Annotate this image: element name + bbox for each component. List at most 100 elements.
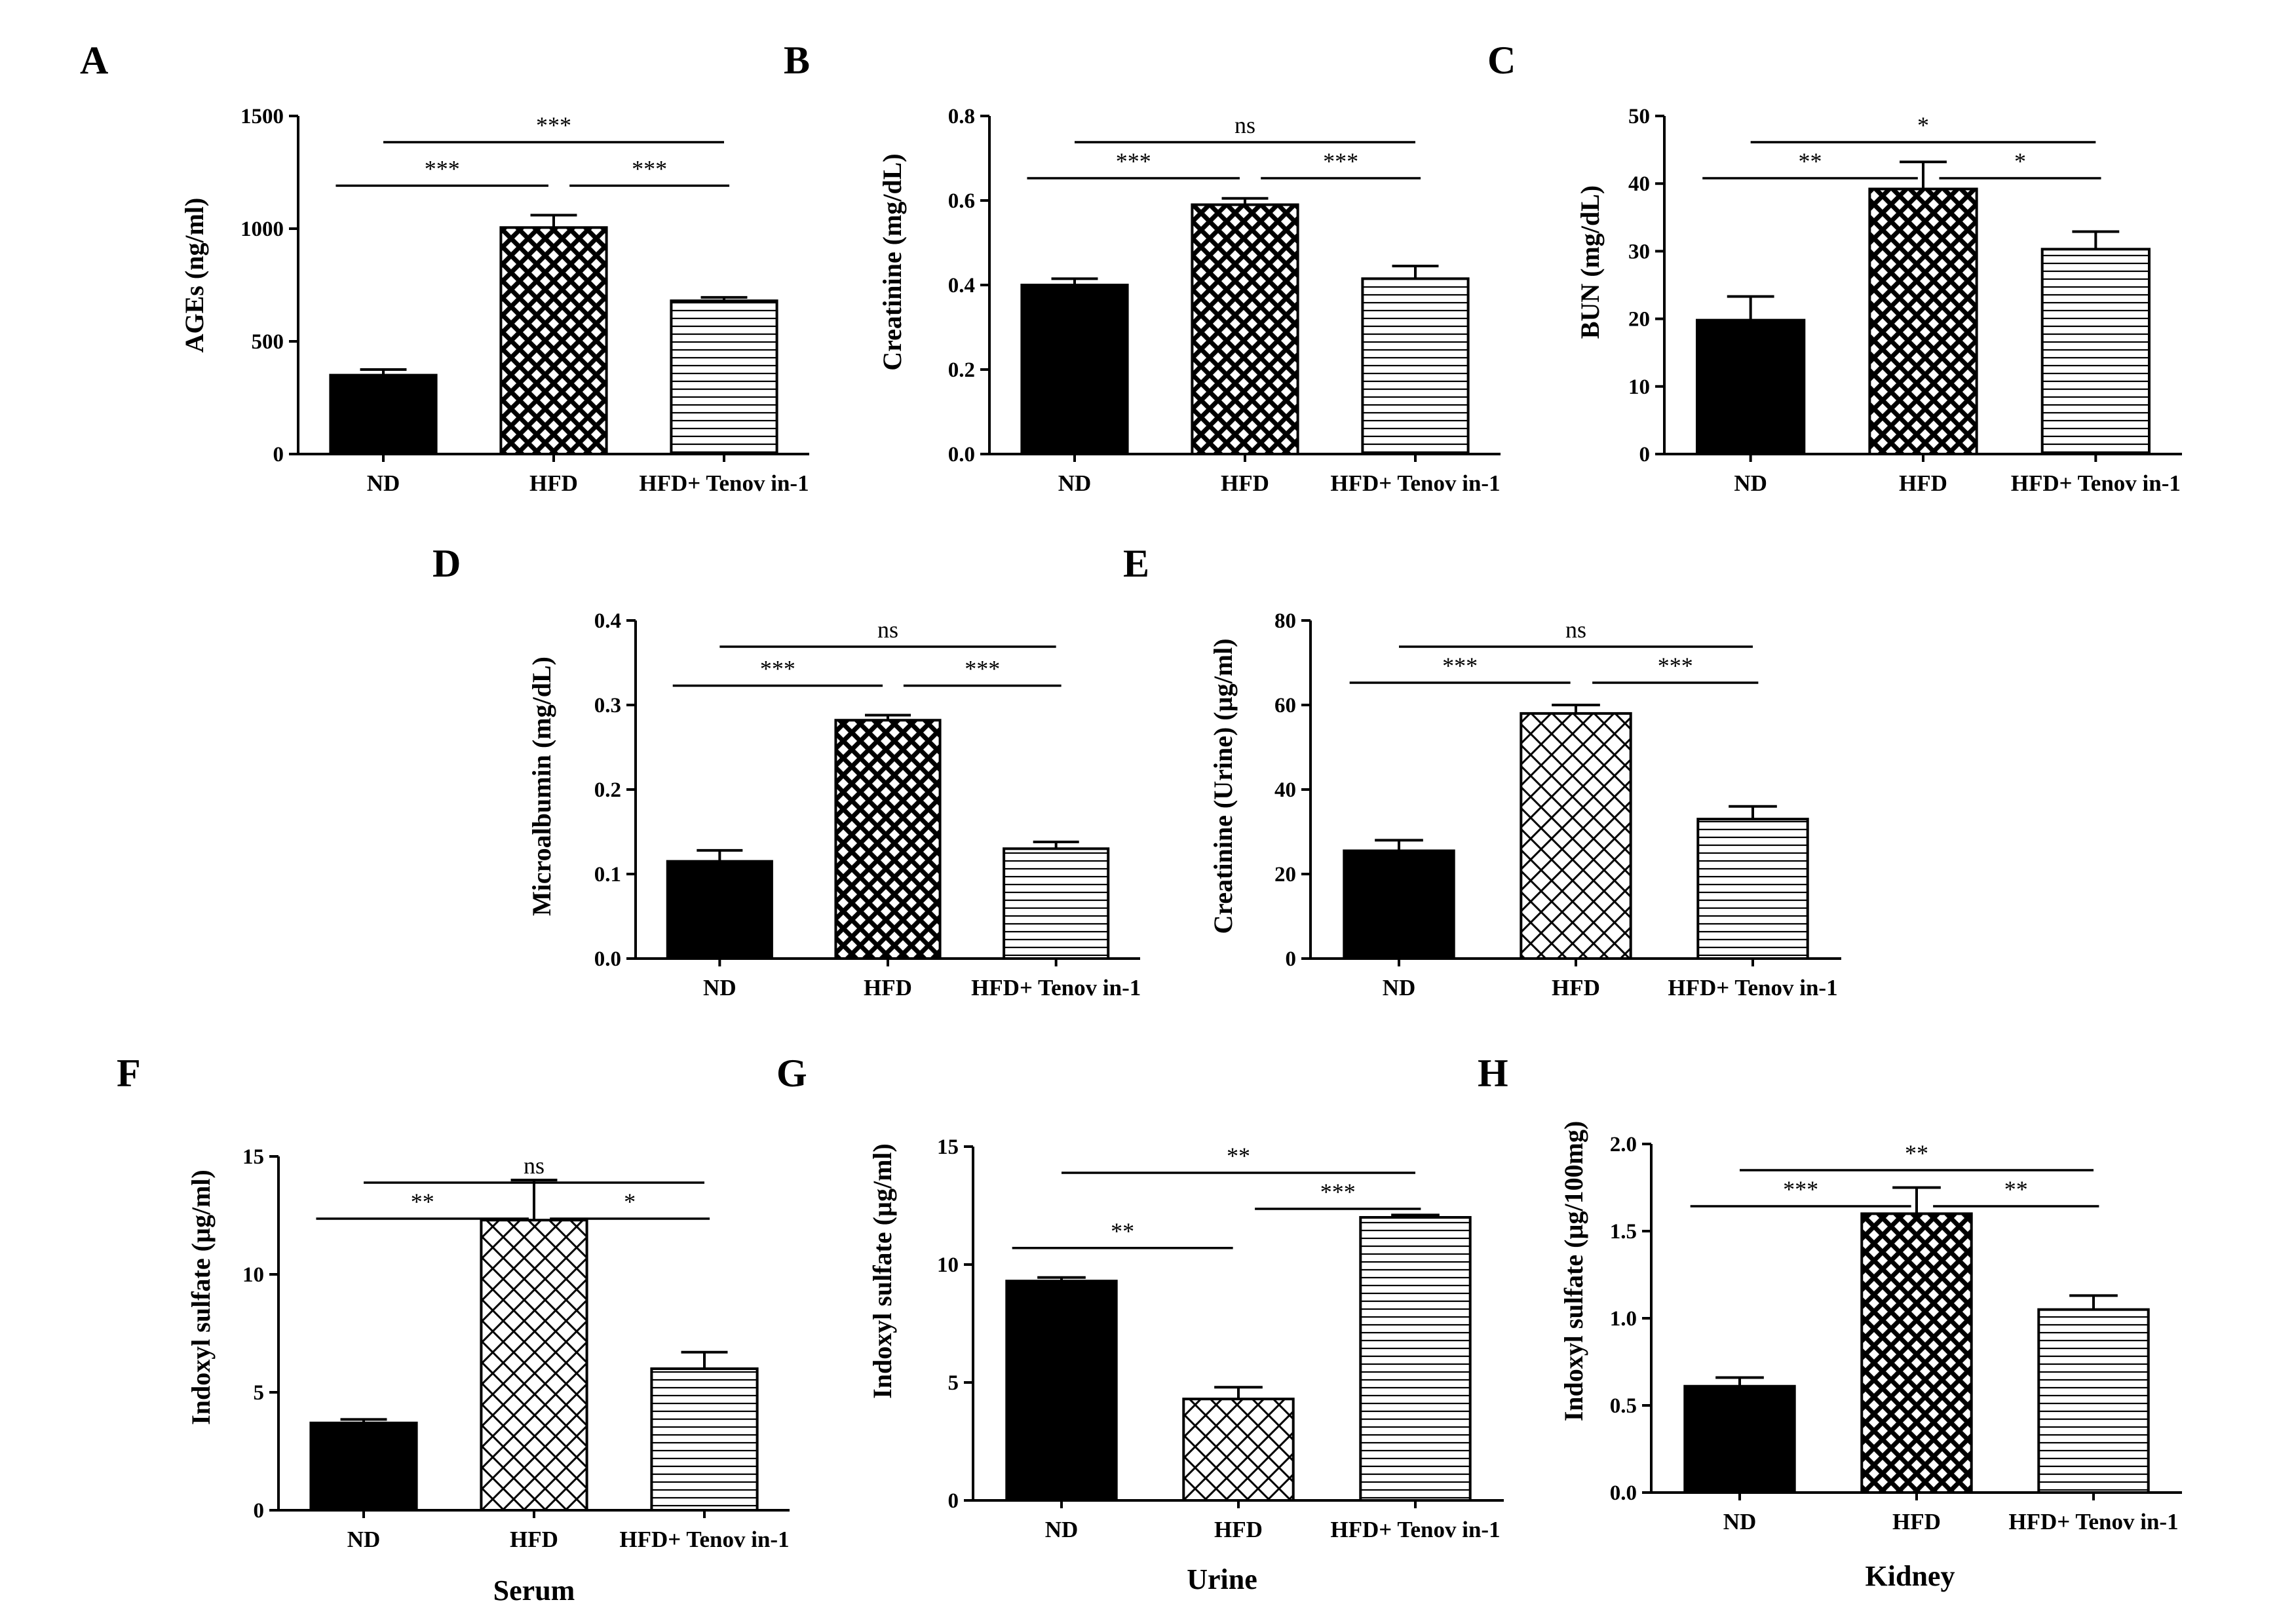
- y-axis-title: BUN (mg/dL): [1575, 185, 1605, 339]
- x-axis-title: Serum: [493, 1574, 575, 1607]
- y-tick-label: 60: [1274, 694, 1296, 717]
- y-tick-label: 0.4: [594, 609, 621, 633]
- significance-label: **: [411, 1189, 434, 1215]
- chart-plot-a: 0 500 1000 1500 ND HFD HFD+ Tenov in-1 *** *** **…: [240, 105, 809, 496]
- significance-label: ***: [1442, 653, 1478, 679]
- significance-label: *: [1917, 112, 1929, 138]
- bar-nd: [309, 1421, 418, 1512]
- panel-f: F Indoxyl sulfate (µg/ml) 0 5 10 15 ND HFD HFD…: [117, 1052, 790, 1607]
- y-tick-label: 0.2: [594, 778, 621, 802]
- y-axis-title: Indoxyl sulfate (µg/100mg): [1559, 1121, 1588, 1422]
- panel-h: H Indoxyl sulfate (µg/100mg) 0.0 0.5 1.0 1.…: [1478, 1052, 2182, 1592]
- significance-label: *: [624, 1189, 636, 1215]
- bar-hfd: [834, 719, 942, 960]
- significance-label: **: [1799, 148, 1822, 174]
- y-tick-label: 5: [254, 1381, 265, 1405]
- bar-hfd-tenov-in-1: [1696, 818, 1809, 961]
- bar-hfd: [1182, 1398, 1295, 1502]
- y-tick-label: 10: [937, 1253, 959, 1277]
- significance-label: ***: [536, 112, 571, 138]
- y-tick-label: 0.2: [948, 358, 975, 382]
- bar-nd: [1683, 1384, 1796, 1494]
- panel-letter-b: B: [784, 39, 810, 82]
- chart-plot-d: 0.0 0.1 0.2 0.3 0.4 ND HFD HFD+ Tenov in-1 *** **…: [594, 609, 1141, 1000]
- significance-label: ***: [1658, 653, 1693, 679]
- significance-label: **: [1111, 1218, 1134, 1244]
- x-category-label: ND: [1045, 1517, 1079, 1542]
- bar-nd: [1005, 1280, 1118, 1502]
- y-tick-label: 15: [937, 1135, 959, 1159]
- significance-label: ***: [425, 155, 460, 181]
- panel-e: E Creatinine (Urine) (µg/ml) 0 20 40 60 80 ND…: [1123, 542, 1841, 1000]
- x-category-label: HFD+ Tenov in-1: [1330, 470, 1500, 496]
- x-category-label: HFD: [1214, 1517, 1263, 1542]
- panel-b: B Creatinine (mg/dL) 0.0 0.2 0.4 0.6 0.8 ND HF…: [784, 39, 1501, 496]
- y-tick-label: 0: [1286, 947, 1297, 971]
- bar-hfd-tenov-in-1: [1361, 277, 1470, 455]
- significance-label: ***: [965, 655, 1000, 681]
- significance-label: ns: [524, 1152, 545, 1179]
- x-category-label: HFD: [1552, 975, 1600, 1000]
- y-tick-label: 0: [254, 1499, 265, 1523]
- y-tick-label: 0: [273, 443, 284, 467]
- y-tick-label: 40: [1274, 778, 1296, 802]
- bar-hfd-tenov-in-1: [1003, 847, 1110, 961]
- y-tick-label: 0.0: [948, 443, 975, 467]
- panel-letter-e: E: [1123, 542, 1149, 585]
- y-tick-label: 0.0: [594, 947, 621, 971]
- bar-hfd: [1860, 1212, 1973, 1495]
- bar-hfd-tenov-in-1: [2040, 248, 2151, 455]
- bar-hfd-tenov-in-1: [670, 299, 778, 455]
- bar-hfd-tenov-in-1: [650, 1367, 759, 1512]
- panel-letter-d: D: [432, 542, 461, 585]
- x-category-label: HFD+ Tenov in-1: [971, 975, 1141, 1000]
- x-category-label: HFD+ Tenov in-1: [619, 1527, 789, 1552]
- bar-nd: [1696, 318, 1806, 455]
- x-category-label: HFD: [510, 1527, 558, 1552]
- bar-hfd-tenov-in-1: [1359, 1216, 1472, 1502]
- x-category-label: ND: [703, 975, 737, 1000]
- y-tick-label: 80: [1274, 609, 1296, 633]
- significance-label: **: [1905, 1140, 1928, 1166]
- significance-label: ***: [1783, 1176, 1818, 1202]
- bar-nd: [329, 373, 438, 455]
- bar-hfd: [480, 1219, 588, 1512]
- y-tick-label: 0.5: [1610, 1394, 1637, 1418]
- significance-label: ns: [1565, 617, 1586, 643]
- y-axis-title: AGEs (ng/ml): [180, 198, 209, 353]
- y-tick-label: 20: [1628, 308, 1650, 332]
- y-tick-label: 1500: [240, 105, 284, 128]
- x-category-label: HFD: [1221, 470, 1269, 496]
- y-tick-label: 1.0: [1610, 1307, 1637, 1331]
- significance-label: ns: [1234, 112, 1255, 138]
- bar-nd: [1343, 849, 1455, 961]
- panel-letter-a: A: [80, 39, 108, 82]
- y-tick-label: 5: [948, 1371, 959, 1395]
- y-tick-label: 15: [242, 1145, 264, 1169]
- panel-letter-f: F: [117, 1052, 141, 1095]
- y-axis-title: Creatinine (Urine) (µg/ml): [1208, 638, 1238, 934]
- panel-g: G Indoxyl sulfate (µg/ml) 0 5 10 15 ND HFD HFD…: [776, 1052, 1504, 1595]
- y-tick-label: 0.1: [594, 863, 621, 886]
- x-category-label: HFD+ Tenov in-1: [1330, 1517, 1500, 1542]
- bar-hfd: [1191, 203, 1299, 455]
- significance-label: ns: [877, 617, 898, 643]
- y-tick-label: 40: [1628, 172, 1650, 196]
- bar-hfd: [499, 226, 608, 455]
- bar-hfd: [1520, 712, 1632, 961]
- x-category-label: HFD: [1892, 1509, 1941, 1534]
- y-tick-label: 0: [1639, 443, 1651, 467]
- x-axis-title: Kidney: [1866, 1560, 1955, 1592]
- significance-label: ***: [1320, 1179, 1356, 1205]
- significance-label: ***: [632, 155, 667, 181]
- x-category-label: ND: [1058, 470, 1092, 496]
- y-tick-label: 0.6: [948, 189, 975, 213]
- x-category-label: ND: [1383, 975, 1416, 1000]
- x-category-label: HFD: [529, 470, 578, 496]
- y-tick-label: 20: [1274, 863, 1296, 886]
- panel-c: C BUN (mg/dL) 0 10 20 30 40 50 ND HFD HFD+ Tenov…: [1487, 39, 2182, 496]
